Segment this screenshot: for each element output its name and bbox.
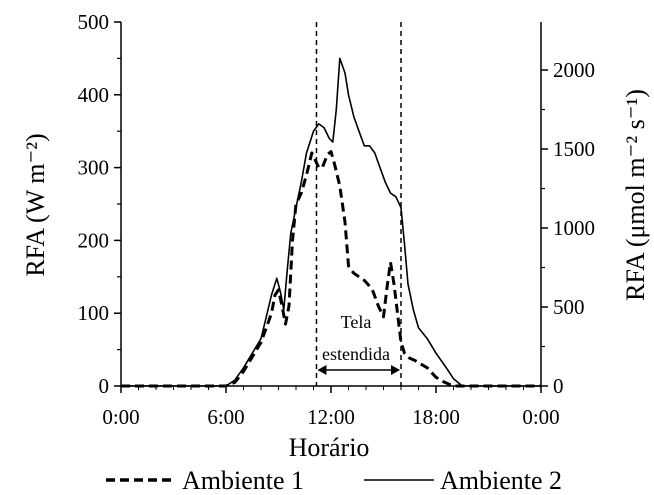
x-tick-label: 18:00	[412, 405, 460, 429]
left-y-tick-label: 100	[78, 301, 110, 325]
x-tick-label: 0:00	[522, 405, 559, 429]
plot-frame	[120, 22, 542, 387]
tela-boundary-lines	[315, 22, 402, 386]
series-layer	[120, 57, 542, 388]
left-y-axis-title: RFA (W m⁻²)	[21, 133, 50, 276]
series-line-2	[120, 57, 542, 387]
legend: Ambiente 1 Ambiente 2	[106, 466, 562, 495]
x-axis: 0:00 6:00 12:00 18:00 0:00	[102, 386, 560, 429]
annotation-line-2: estendida	[322, 344, 390, 364]
left-y-tick-label: 500	[78, 10, 110, 34]
tela-annotation: Tela estendida	[317, 312, 400, 375]
right-y-tick-label: 1500	[553, 137, 595, 161]
x-axis-title: Horário	[289, 433, 370, 462]
right-y-tick-label: 500	[553, 295, 585, 319]
series-line-1	[121, 150, 541, 388]
left-y-tick-label: 300	[78, 156, 110, 180]
right-y-axis: 0 500 1000 1500 2000	[541, 58, 595, 398]
right-y-tick-label: 1000	[553, 216, 595, 240]
right-y-tick-label: 0	[553, 374, 564, 398]
left-y-tick-label: 200	[78, 228, 110, 252]
annotation-arrowhead-right	[391, 365, 400, 375]
right-y-axis-title: RFA (μmol m⁻² s⁻¹)	[621, 89, 650, 301]
left-y-tick-label: 0	[99, 374, 110, 398]
legend-label-1: Ambiente 1	[182, 466, 304, 495]
x-tick-label: 12:00	[307, 405, 355, 429]
annotation-line-1: Tela	[341, 312, 372, 332]
annotation-arrowhead-left	[317, 365, 327, 375]
left-y-tick-label: 400	[78, 83, 110, 107]
x-tick-label: 0:00	[102, 405, 139, 429]
right-y-tick-label: 2000	[553, 58, 595, 82]
legend-label-2: Ambiente 2	[440, 466, 562, 495]
x-tick-label: 6:00	[207, 405, 244, 429]
left-y-axis: 0 100 200 300 400 500	[78, 10, 121, 398]
